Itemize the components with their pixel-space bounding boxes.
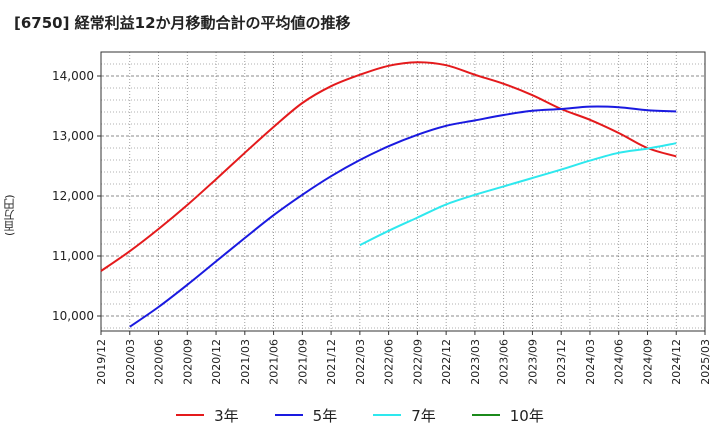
y-tick-label: 12,000 [52, 189, 94, 203]
x-tick-label: 2020/06 [153, 339, 166, 385]
legend-item-3y: 3年 [176, 405, 239, 426]
x-tick-label: 2022/03 [354, 339, 367, 385]
legend-label-5y: 5年 [312, 406, 338, 425]
chart-title: [6750] 経常利益12か月移動合計の平均値の推移 [14, 14, 351, 32]
x-tick-label: 2021/03 [239, 339, 252, 385]
x-tick-label: 2019/12 [95, 339, 108, 385]
x-tick-label: 2025/03 [699, 339, 712, 385]
legend-swatch-7y [373, 414, 402, 416]
plot-area [101, 52, 705, 331]
x-tick-label: 2021/09 [296, 339, 309, 385]
line-chart: 10,000 11,000 12,000 13,000 14,000 2019/12 202… [52, 51, 712, 385]
x-tick-label: 2024/09 [641, 339, 654, 385]
plot-frame [100, 51, 706, 332]
legend-label-3y: 3年 [214, 406, 239, 425]
series-line-3y [100, 61, 677, 272]
legend-item-10y: 10年 [471, 405, 544, 426]
x-tick-label: 2020/12 [210, 339, 223, 385]
legend-swatch-3y [176, 414, 205, 416]
legend: 3年 5年 7年 10年 [0, 402, 720, 428]
x-tick-label: 2024/12 [670, 339, 683, 385]
x-tick-label: 2023/12 [555, 339, 568, 385]
y-tick-label: 11,000 [52, 249, 94, 263]
x-tick-label: 2021/12 [325, 339, 338, 385]
x-tick-label: 2024/03 [584, 339, 597, 385]
y-tick-label: 10,000 [52, 309, 94, 323]
legend-item-5y: 5年 [274, 405, 338, 426]
x-tick-label: 2022/12 [440, 339, 453, 385]
x-tick-label: 2024/06 [613, 339, 626, 385]
x-tick-label: 2022/09 [411, 339, 424, 385]
series-line-5y [129, 105, 677, 328]
legend-label-10y: 10年 [509, 406, 544, 425]
x-tick-label: 2020/09 [181, 339, 194, 385]
x-tick-label: 2020/03 [124, 339, 137, 385]
legend-swatch-5y [274, 414, 303, 416]
series-line-7y [359, 142, 677, 247]
legend-label-7y: 7年 [411, 406, 436, 425]
legend-swatch-10y [471, 414, 500, 416]
x-tick-label: 2023/09 [526, 339, 539, 385]
x-tick-label: 2023/03 [469, 339, 482, 385]
x-tick-label: 2022/06 [383, 339, 396, 385]
y-tick-label: 14,000 [52, 69, 94, 83]
y-tick-label: 13,000 [52, 129, 94, 143]
x-tick-label: 2021/06 [268, 339, 281, 385]
x-tick-label: 2023/06 [498, 339, 511, 385]
legend-item-7y: 7年 [373, 405, 436, 426]
